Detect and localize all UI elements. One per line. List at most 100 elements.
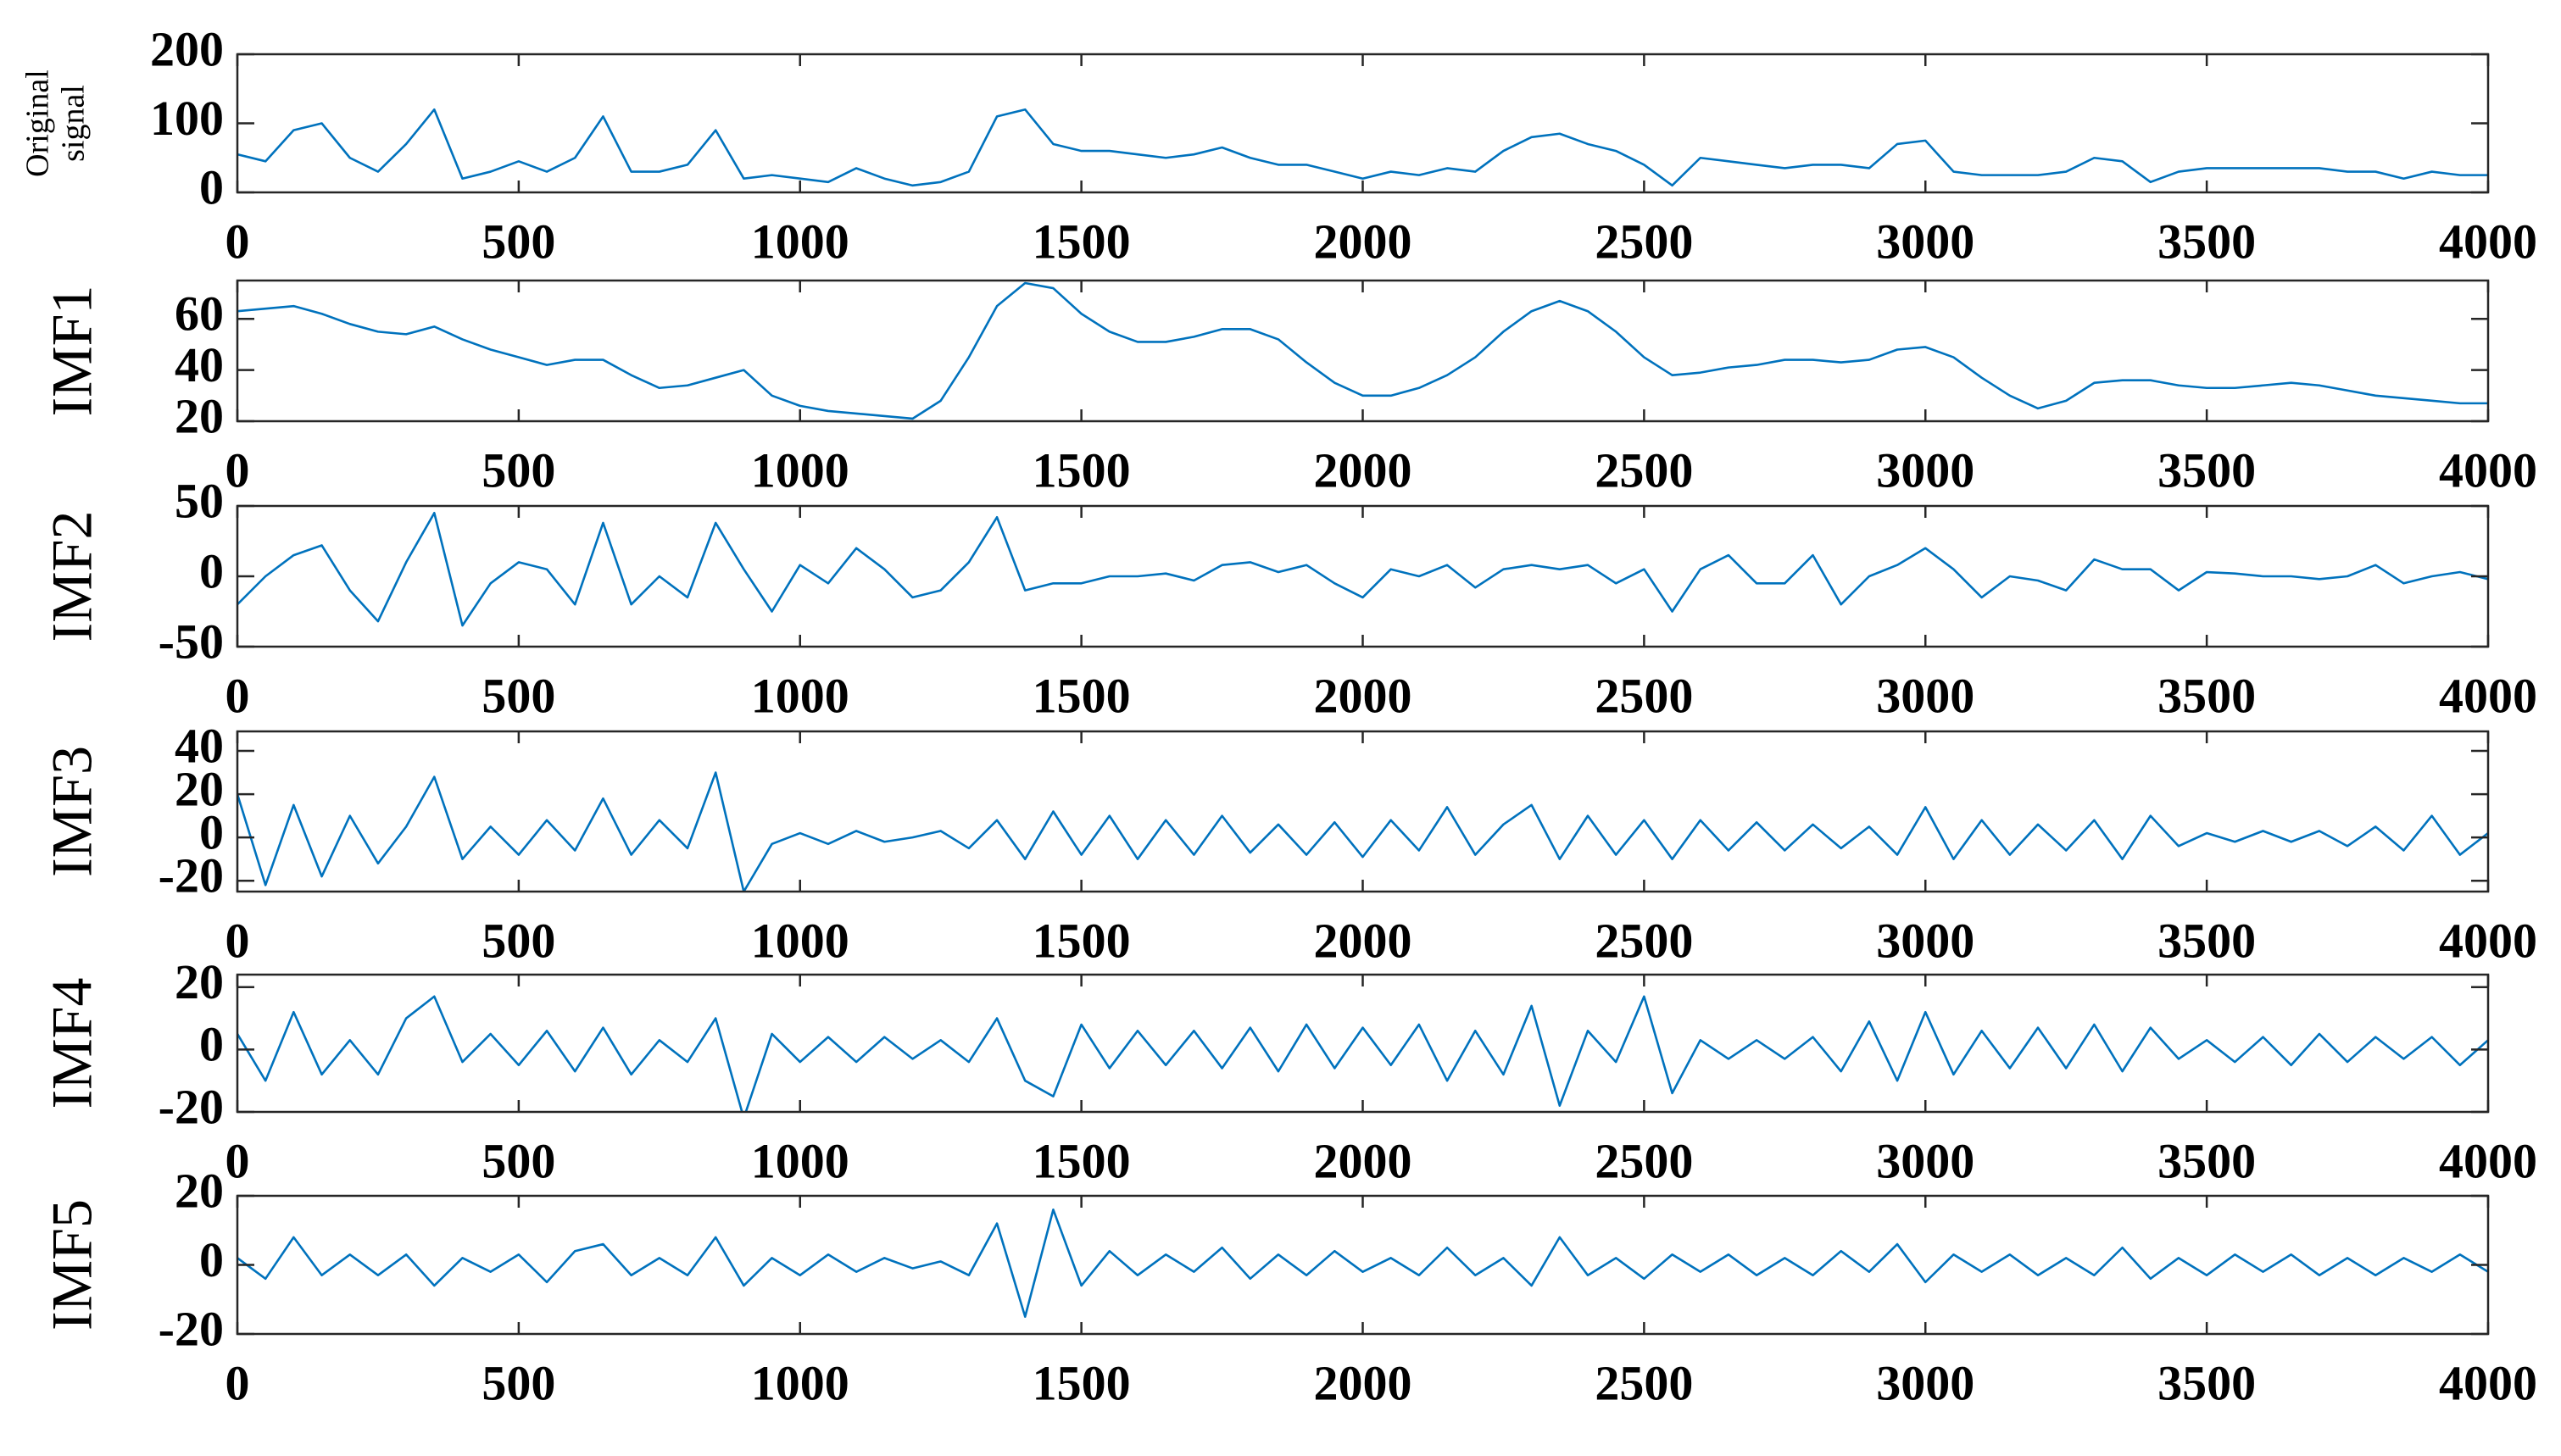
x-tick-label: 3000: [1876, 668, 1974, 723]
x-tick-label: 2000: [1314, 1133, 1412, 1188]
y-axis-label: IMF5: [40, 1199, 104, 1331]
axes-box: [236, 53, 2490, 194]
x-tick-label: 4000: [2439, 1355, 2537, 1410]
x-tick-label: 1000: [751, 442, 849, 497]
x-tick-label: 3000: [1876, 442, 1974, 497]
x-tick-label: 2500: [1595, 442, 1693, 497]
subplot: 0 500 1000 1500 2000 2500 3000 3500 4000-2002040…: [40, 718, 2537, 968]
x-tick-label: 4000: [2439, 913, 2537, 968]
x-tick-label: 1500: [1033, 442, 1131, 497]
plot-area: [237, 281, 2488, 420]
x-tick-label: 3000: [1876, 214, 1974, 269]
x-tick-label: 0: [225, 668, 250, 723]
y-tick-label: 0: [199, 804, 224, 859]
axes-box: [236, 279, 2490, 423]
x-tick-label: 3500: [2157, 668, 2256, 723]
x-tick-label: 4000: [2439, 668, 2537, 723]
x-tick-label: 1500: [1033, 1133, 1131, 1188]
signal-line: [237, 771, 2488, 892]
x-tick-label: 4000: [2439, 214, 2537, 269]
signal-line: [237, 1209, 2488, 1318]
x-tick-label: 0: [225, 1133, 250, 1188]
x-tick-label: 500: [482, 214, 555, 269]
x-tick-label: 1500: [1033, 214, 1131, 269]
y-tick-label: 20: [175, 761, 224, 816]
y-tick-label: 20: [175, 388, 224, 443]
x-tick-label: 0: [225, 1355, 250, 1410]
y-tick-label: 50: [175, 473, 224, 528]
axes-box: [236, 730, 2490, 893]
x-tick-label: 2000: [1314, 668, 1412, 723]
x-tick-label: 3000: [1876, 1355, 1974, 1410]
signal-line: [237, 281, 2488, 420]
x-tick-label: 3500: [2157, 442, 2256, 497]
x-tick-label: 2500: [1595, 214, 1693, 269]
subplot: 0 500 1000 1500 2000 2500 3000 3500 4000 0 100 200 O…: [20, 21, 2537, 269]
y-tick-label: 0: [199, 1017, 224, 1072]
subplot: 0 500 1000 1500 2000 2500 3000 3500 4000-50050IM…: [40, 473, 2537, 723]
x-tick-label: 500: [482, 442, 555, 497]
y-tick-label: 200: [150, 21, 224, 76]
signal-line: [237, 108, 2488, 187]
x-tick-label: 3000: [1876, 1133, 1974, 1188]
plot-area: [237, 1209, 2488, 1318]
axes-box: [236, 973, 2490, 1114]
y-tick-label: 0: [199, 159, 224, 214]
plot-area: [237, 995, 2488, 1112]
x-tick-label: 4000: [2439, 1133, 2537, 1188]
x-tick-label: 2500: [1595, 1355, 1693, 1410]
x-tick-label: 2500: [1595, 1133, 1693, 1188]
y-tick-label: -50: [159, 614, 224, 669]
y-tick-label: 40: [175, 337, 224, 392]
y-tick-label: 40: [175, 718, 224, 773]
y-axis-label: IMF4: [40, 978, 104, 1109]
x-tick-label: 3000: [1876, 913, 1974, 968]
x-tick-label: 500: [482, 668, 555, 723]
subplot: 0 500 1000 1500 2000 2500 3000 3500 4000-20020IM…: [40, 1163, 2537, 1410]
x-tick-label: 3500: [2157, 1133, 2256, 1188]
y-tick-label: 100: [150, 91, 224, 146]
y-axis-label: IMF3: [40, 746, 104, 877]
plot-area: [237, 771, 2488, 892]
x-tick-label: 2000: [1314, 1355, 1412, 1410]
x-tick-label: 1500: [1033, 1355, 1131, 1410]
x-tick-label: 1000: [751, 214, 849, 269]
y-axis-label: signal: [56, 85, 92, 162]
signal-line: [237, 995, 2488, 1112]
y-axis-label: Original: [20, 69, 56, 177]
y-axis-label: IMF1: [40, 286, 104, 417]
plot-area: [237, 108, 2488, 187]
x-tick-label: 3500: [2157, 913, 2256, 968]
x-tick-label: 2500: [1595, 913, 1693, 968]
signal-line: [237, 512, 2488, 627]
y-tick-label: -20: [159, 1079, 224, 1134]
y-tick-label: 20: [175, 954, 224, 1009]
x-tick-label: 3500: [2157, 214, 2256, 269]
x-tick-label: 1500: [1033, 668, 1131, 723]
x-tick-label: 1000: [751, 1355, 849, 1410]
axes-box: [236, 1194, 2490, 1336]
y-tick-label: -20: [159, 1301, 224, 1356]
y-tick-label: 20: [175, 1163, 224, 1218]
x-tick-label: 1000: [751, 913, 849, 968]
x-tick-label: 2000: [1314, 214, 1412, 269]
axes-box: [236, 504, 2490, 648]
y-tick-label: 0: [199, 1232, 224, 1287]
x-tick-label: 500: [482, 1355, 555, 1410]
x-tick-label: 0: [225, 442, 250, 497]
x-tick-label: 2000: [1314, 913, 1412, 968]
x-tick-label: 1500: [1033, 913, 1131, 968]
x-tick-label: 2000: [1314, 442, 1412, 497]
subplot: 0 500 1000 1500 2000 2500 3000 3500 4000-20020IM…: [40, 954, 2537, 1188]
x-tick-label: 4000: [2439, 442, 2537, 497]
x-tick-label: 1000: [751, 668, 849, 723]
x-tick-label: 0: [225, 913, 250, 968]
y-tick-label: 0: [199, 543, 224, 598]
x-tick-label: 3500: [2157, 1355, 2256, 1410]
x-tick-label: 1000: [751, 1133, 849, 1188]
y-tick-label: 60: [175, 286, 224, 342]
y-axis-label: IMF2: [40, 511, 104, 642]
plot-area: [237, 512, 2488, 627]
